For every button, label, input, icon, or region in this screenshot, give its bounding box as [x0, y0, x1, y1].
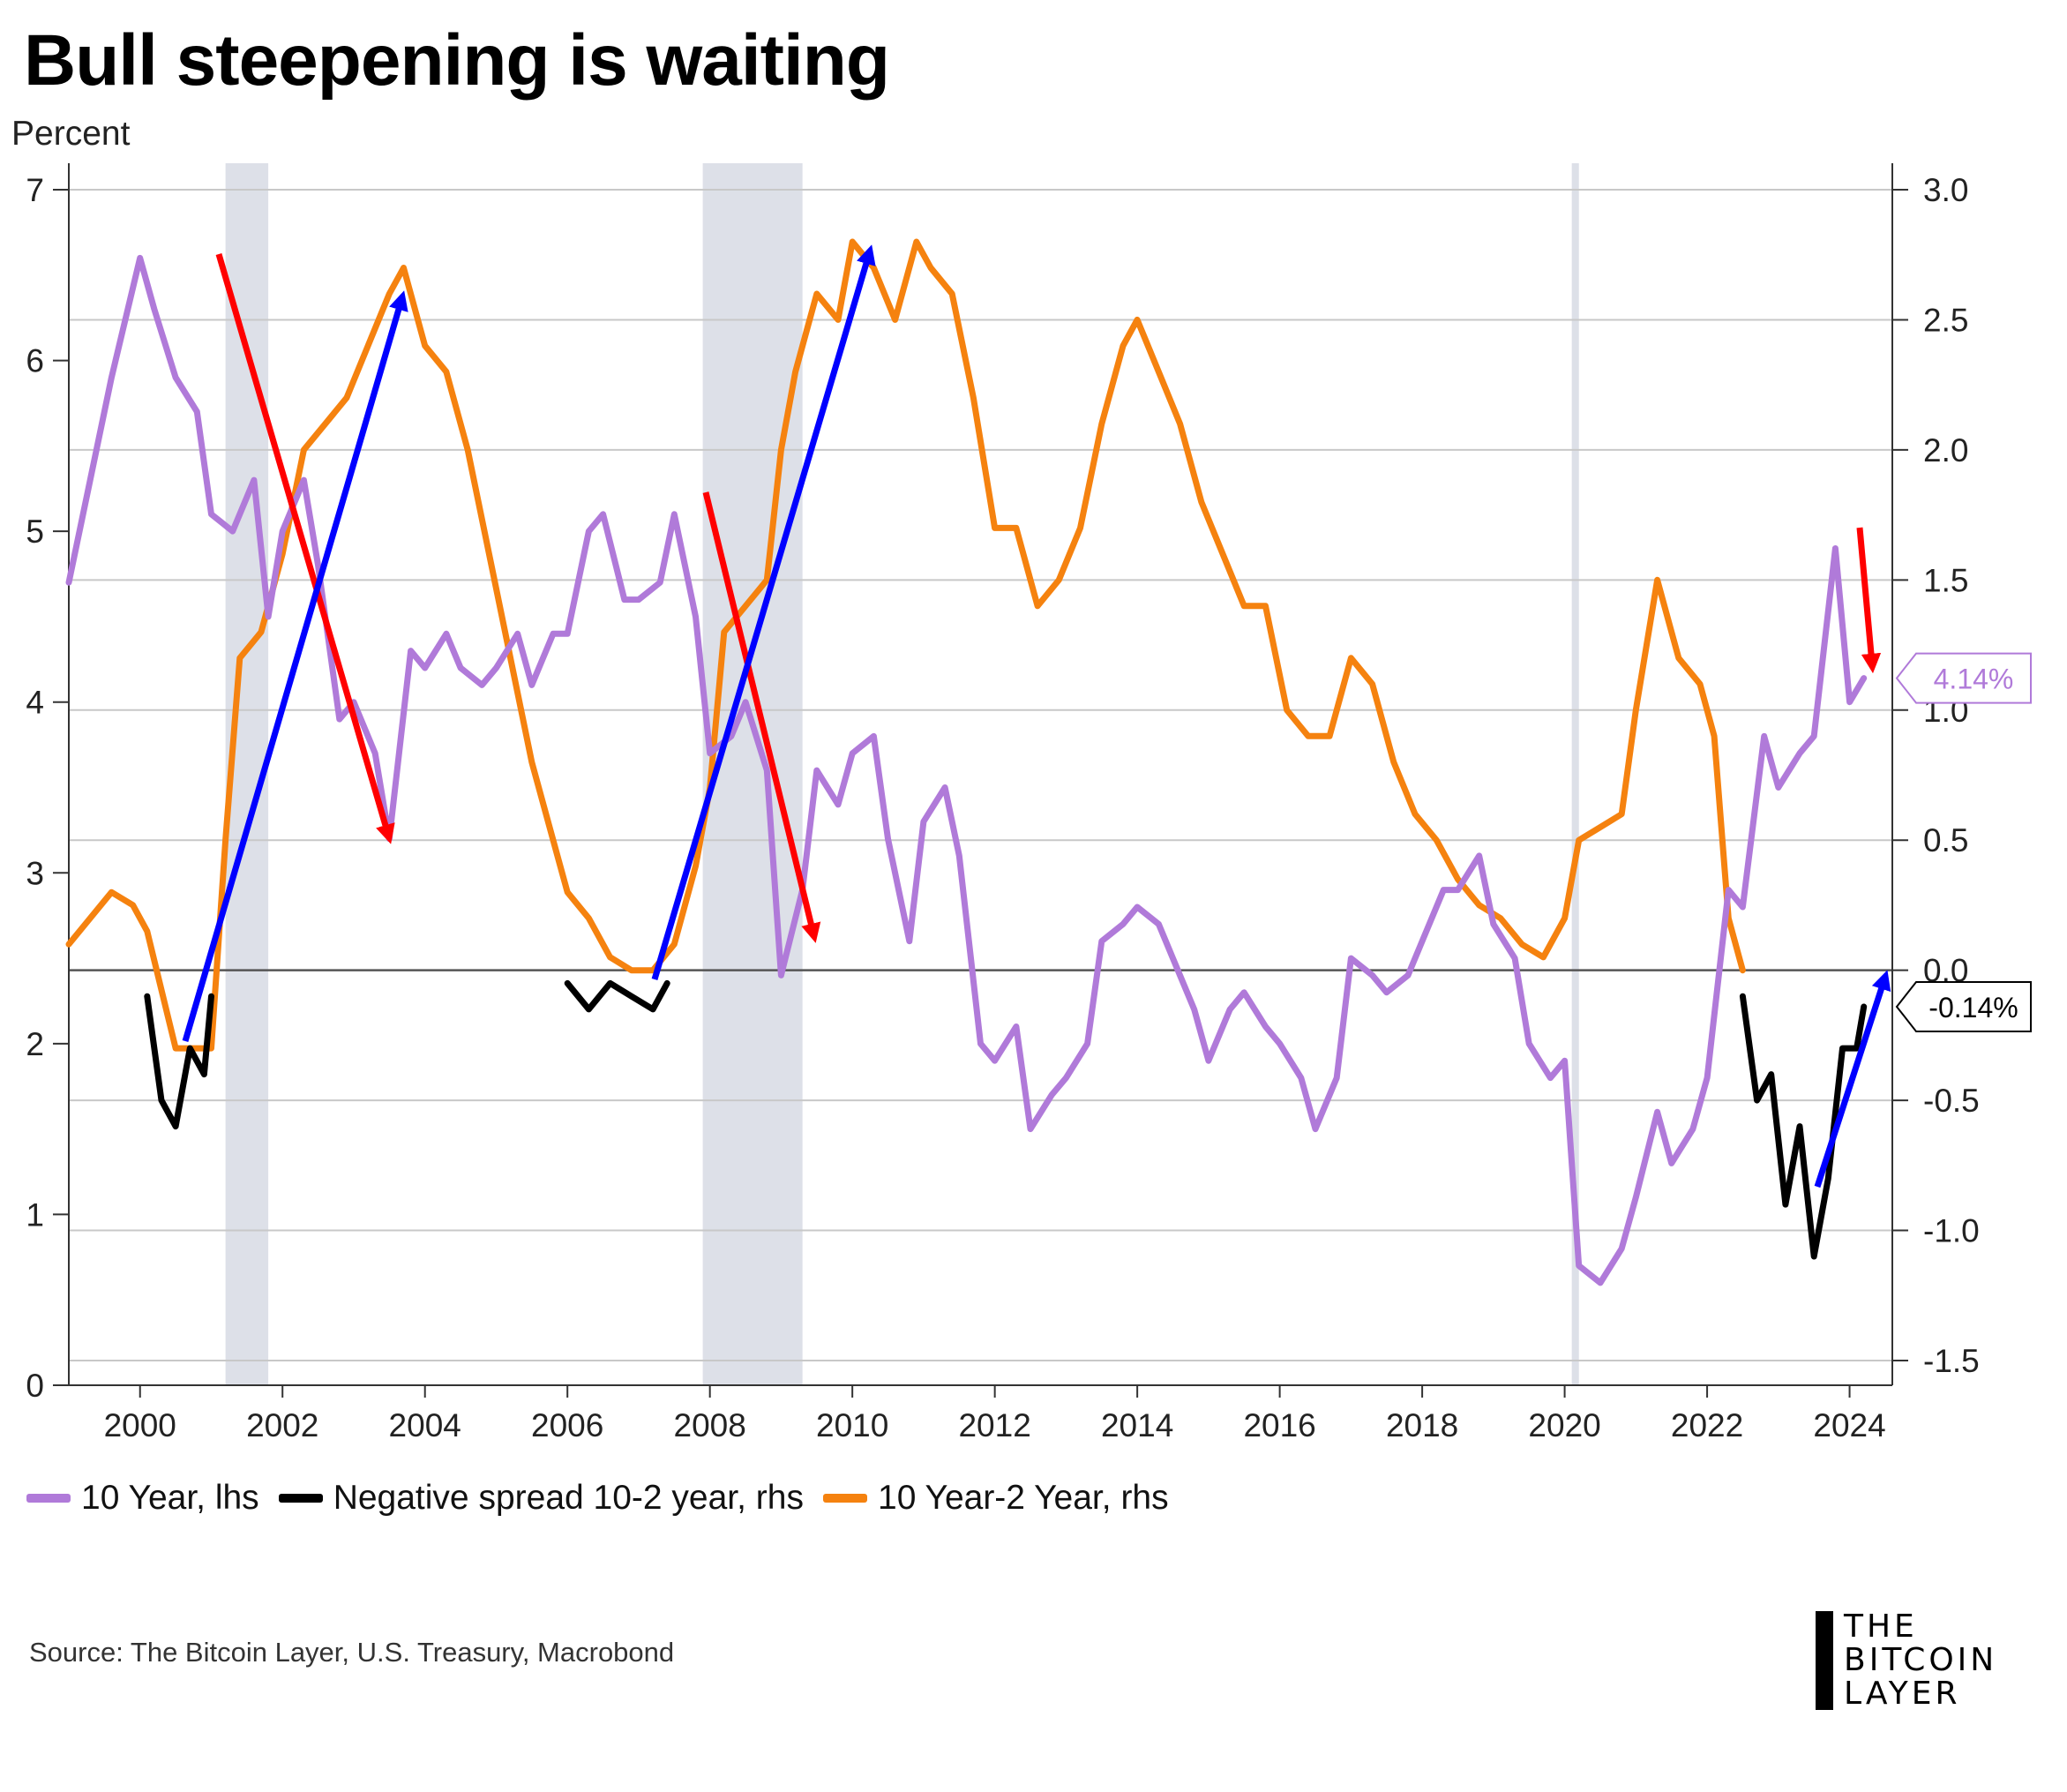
y-left-tick-label-6: 6	[26, 343, 44, 379]
flattening-arrow-0	[215, 253, 395, 844]
x-tick-label-2002: 2002	[246, 1407, 318, 1443]
y-right-tick-label-3.0: 3.0	[1923, 172, 1968, 208]
chart-title: Bull steepening is waiting	[24, 20, 890, 101]
y-right-tick-label-1.5: 1.5	[1923, 562, 1968, 598]
x-tick-label-2004: 2004	[389, 1407, 461, 1443]
y-left-tick-label-4: 4	[26, 685, 44, 721]
y-left-tick-label-1: 1	[26, 1196, 44, 1233]
grid-group	[69, 189, 1892, 1361]
legend-label-spread: 10 Year-2 Year, rhs	[878, 1479, 1169, 1517]
legend-item-negative-spread[interactable]: Negative spread 10-2 year, rhs	[278, 1479, 804, 1518]
steepening-arrow-1	[182, 290, 408, 1042]
annotation-arrows	[182, 244, 1891, 1188]
flattening-arrow-2	[702, 491, 821, 943]
callout-spread: -0.14%	[1895, 980, 2032, 1032]
series-group	[65, 238, 1868, 1286]
y-right-tick-label--0.5: -0.5	[1923, 1083, 1980, 1119]
y-right-tick-label-2.0: 2.0	[1923, 432, 1968, 469]
x-tick-label-2000: 2000	[104, 1407, 176, 1443]
callouts-group: 4.14% -0.14%	[1895, 652, 2032, 1032]
series-line-spread	[65, 238, 1746, 1052]
y-right-tick-label--1.5: -1.5	[1923, 1343, 1980, 1379]
logo-line-3: LAYER	[1844, 1676, 1961, 1712]
legend-item-ten-year[interactable]: 10 Year, lhs	[26, 1479, 259, 1518]
y-right-tick-label--1.0: -1.0	[1923, 1213, 1980, 1249]
callout-ten-year: 4.14%	[1895, 652, 2032, 704]
legend: 10 Year, lhs Negative spread 10-2 year, …	[26, 1479, 1169, 1518]
steepening-arrow-3	[651, 244, 876, 980]
x-tick-label-2020: 2020	[1528, 1407, 1600, 1443]
x-tick-label-2012: 2012	[958, 1407, 1030, 1443]
x-tick-label-2008: 2008	[674, 1407, 746, 1443]
logo-line-1: THE	[1844, 1608, 1918, 1645]
flattening-arrow-4	[1856, 527, 1882, 674]
y-left-unit-label: Percent	[11, 115, 131, 153]
x-tick-label-2016: 2016	[1243, 1407, 1315, 1443]
legend-label-negative-spread: Negative spread 10-2 year, rhs	[333, 1479, 804, 1517]
logo-line-2: BITCOIN	[1844, 1642, 1998, 1678]
steepening-arrow-5	[1814, 970, 1891, 1188]
recession-band-1	[702, 163, 803, 1385]
callout-spread-box	[1895, 980, 2032, 1032]
x-tick-label-2024: 2024	[1813, 1407, 1885, 1443]
y-right-tick-label-2.5: 2.5	[1923, 302, 1968, 338]
bitcoin-layer-logo: THE BITCOIN LAYER	[1816, 1611, 2054, 1710]
source-note: Source: The Bitcoin Layer, U.S. Treasury…	[29, 1637, 675, 1668]
y-left-tick-label-2: 2	[26, 1026, 44, 1062]
series-line-ten-year	[65, 254, 1868, 1286]
callout-ten-year-box	[1895, 652, 2032, 704]
x-tick-label-2010: 2010	[816, 1407, 888, 1443]
legend-item-spread[interactable]: 10 Year-2 Year, rhs	[823, 1479, 1169, 1518]
y-left-tick-label-7: 7	[26, 172, 44, 208]
logo-bar-icon	[1816, 1611, 1833, 1710]
callout-ten-year-text: 4.14%	[1934, 664, 2014, 695]
y-left-tick-label-5: 5	[26, 514, 44, 550]
legend-swatch-ten-year	[26, 1494, 71, 1503]
legend-label-ten-year: 10 Year, lhs	[81, 1479, 259, 1517]
y-left-tick-label-3: 3	[26, 855, 44, 891]
axes-group: 01234567-1.5-1.0-0.50.00.51.01.52.02.53.…	[26, 163, 1980, 1443]
x-tick-label-2022: 2022	[1671, 1407, 1743, 1443]
y-left-tick-label-0: 0	[26, 1368, 44, 1404]
x-tick-label-2018: 2018	[1386, 1407, 1458, 1443]
recession-band-2	[1571, 163, 1579, 1385]
series-line-negative-spread-0	[144, 993, 214, 1130]
x-tick-label-2006: 2006	[531, 1407, 603, 1443]
legend-swatch-spread	[823, 1494, 867, 1503]
y-right-tick-label-0.5: 0.5	[1923, 822, 1968, 859]
callout-spread-text: -0.14%	[1928, 992, 2018, 1023]
legend-swatch-negative-spread	[278, 1494, 323, 1503]
series-line-negative-spread-2	[1739, 993, 1868, 1260]
x-tick-label-2014: 2014	[1101, 1407, 1173, 1443]
series-line-negative-spread-1	[564, 979, 670, 1013]
